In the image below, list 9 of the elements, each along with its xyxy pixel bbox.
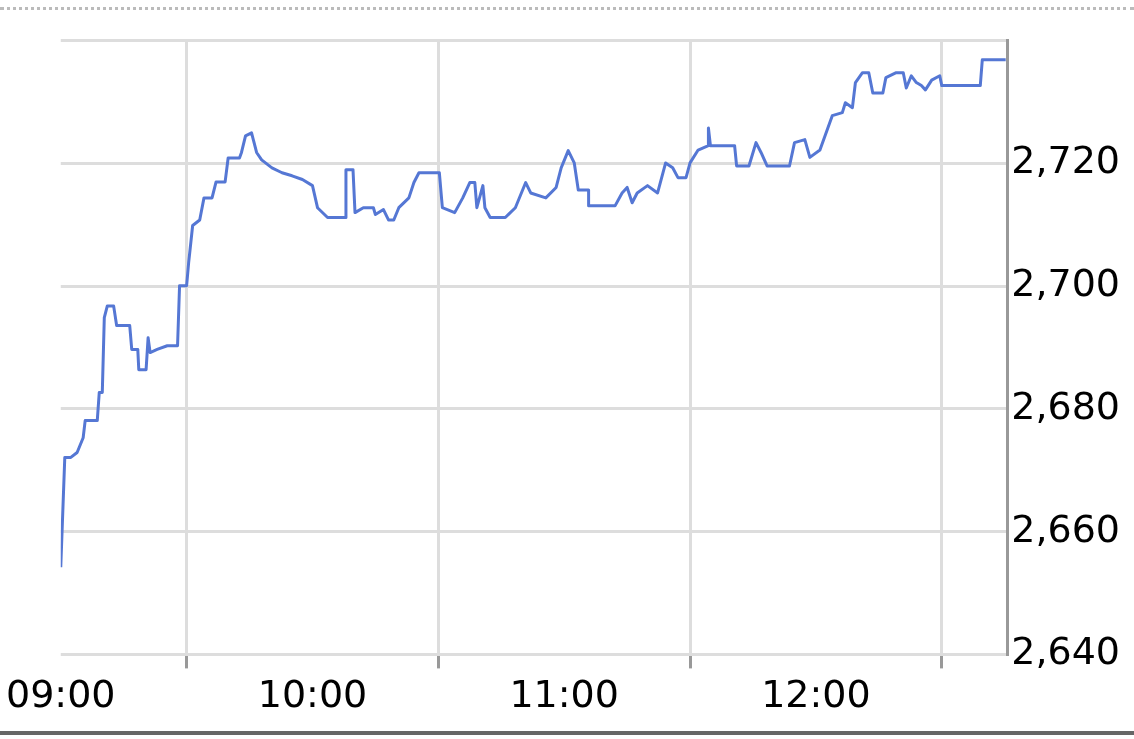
y-tick-label: 2,660	[1011, 506, 1121, 551]
y-tick-label: 2,680	[1011, 383, 1121, 428]
x-tick-label: 12:00	[761, 672, 871, 717]
y-tick-label: 2,640	[1011, 629, 1121, 674]
y-tick-label: 2,720	[1011, 138, 1121, 183]
x-tick-label: 10:00	[257, 672, 368, 717]
x-tick-label: 11:00	[509, 672, 619, 717]
x-tick-label: 09:00	[6, 672, 116, 717]
y-tick-label: 2,700	[1011, 261, 1121, 306]
